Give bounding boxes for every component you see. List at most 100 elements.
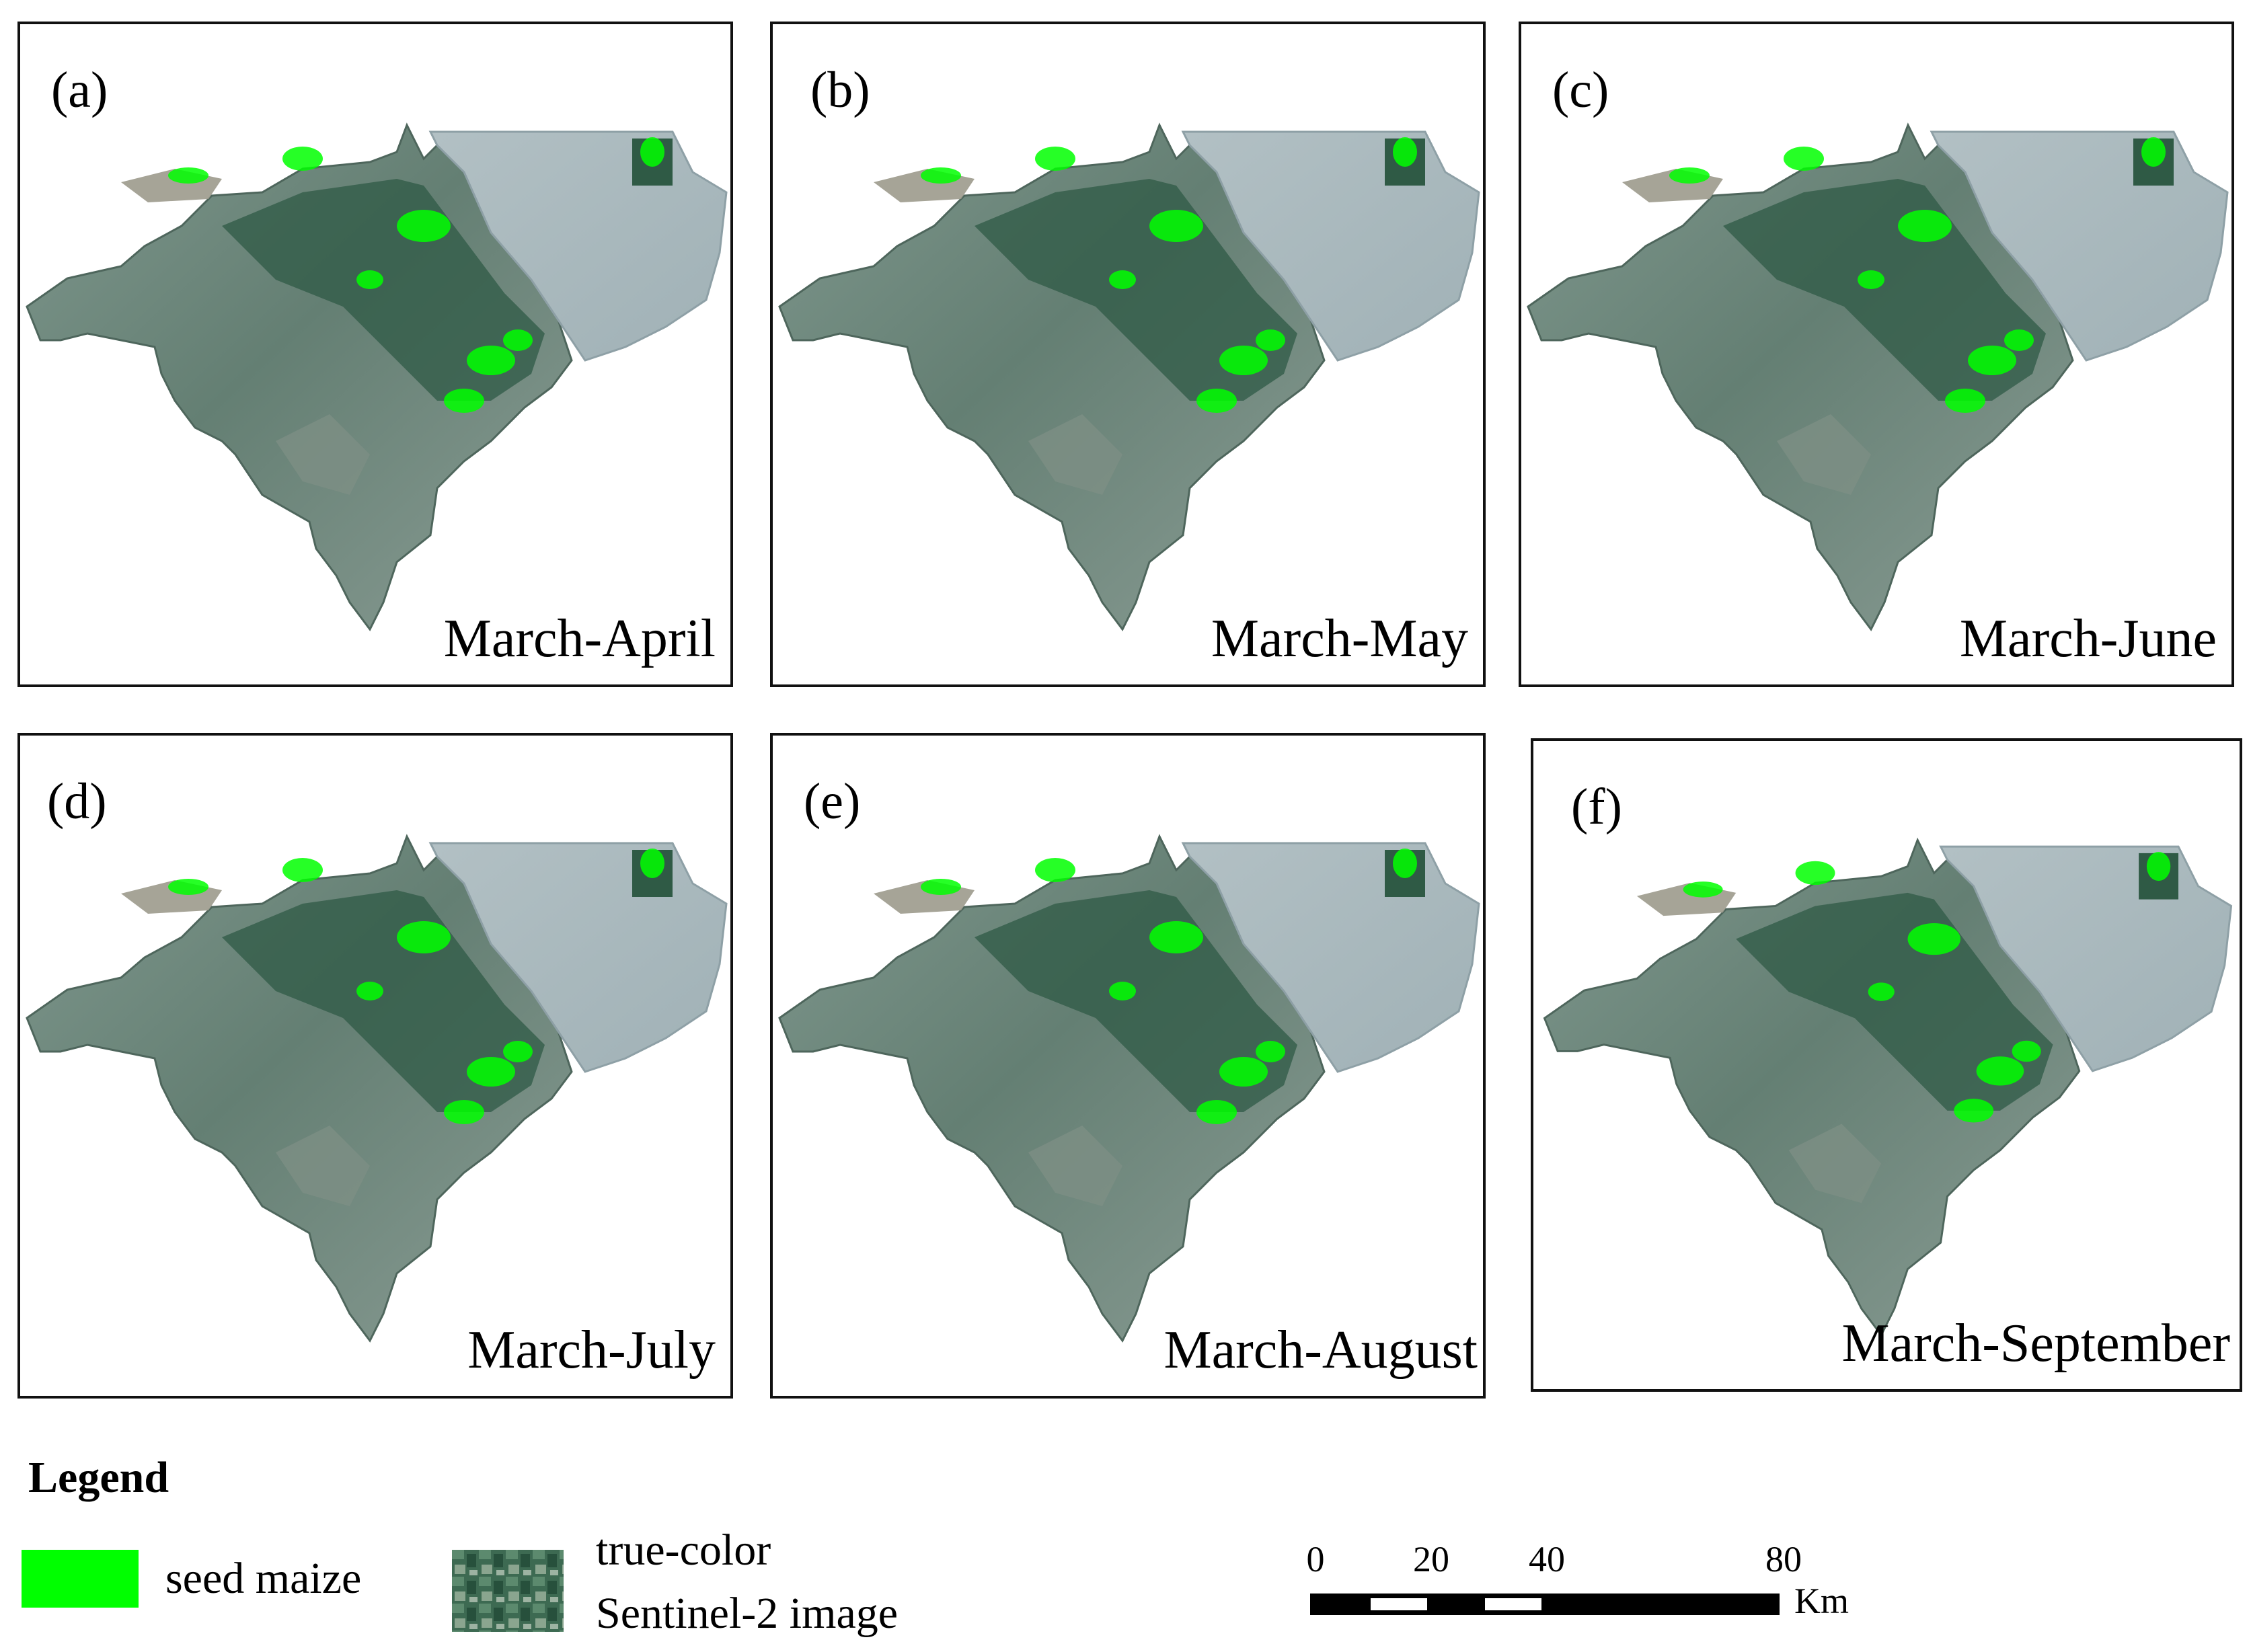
seed-maize-patch	[1035, 858, 1075, 882]
panel-label: (c)	[1552, 62, 1609, 118]
seed-maize-patch	[2012, 1040, 2041, 1062]
seed-maize-patch	[397, 210, 451, 242]
seed-maize-patch	[444, 389, 484, 413]
map-panel-d: (d) March-July	[17, 733, 733, 1399]
seed-maize-patch	[1256, 329, 1285, 351]
mountain-slope	[276, 1126, 370, 1206]
study-area-map	[1527, 122, 2229, 631]
mountain-slope	[1788, 1124, 1882, 1204]
seed-maize-patch	[1393, 137, 1417, 167]
seed-maize-label: seed maize	[165, 1554, 362, 1603]
seed-maize-patch	[1035, 147, 1075, 171]
period-label: March-June	[1959, 609, 2217, 668]
panel-label: (f)	[1571, 779, 1622, 835]
sentinel-image-label: Sentinel-2 image	[596, 1589, 899, 1638]
scale-bar	[1310, 1594, 1780, 1615]
scale-tick-0: 0	[1306, 1539, 1325, 1579]
cultivated-oasis	[222, 890, 545, 1112]
lake	[428, 130, 728, 362]
seed-maize-patch	[1858, 270, 1884, 289]
seed-maize-patch	[1868, 982, 1895, 1001]
seed-maize-patch	[1219, 1057, 1268, 1087]
seed-maize-patch	[168, 167, 208, 184]
study-area-map	[1543, 837, 2233, 1337]
period-label: March-July	[467, 1321, 716, 1380]
seed-maize-patch	[1795, 861, 1835, 886]
lake	[1181, 842, 1480, 1073]
panel-label: (d)	[47, 773, 107, 830]
study-area-map	[778, 122, 1480, 631]
lake	[1930, 130, 2229, 362]
seed-maize-patch	[1256, 1041, 1285, 1062]
seed-maize-patch	[640, 849, 664, 878]
seed-maize-patch	[1393, 849, 1417, 878]
mountain-slope	[1777, 414, 1871, 495]
cultivated-oasis	[1736, 892, 2053, 1111]
seed-maize-patch	[1149, 921, 1203, 953]
seed-maize-patch	[1196, 1100, 1237, 1124]
seed-maize-patch	[921, 167, 961, 184]
seed-maize-patch	[1683, 881, 1723, 898]
scale-tick-20: 20	[1413, 1539, 1449, 1579]
map-panel-c: (c) March-June	[1519, 22, 2234, 687]
study-area-map	[26, 122, 728, 631]
lake	[428, 842, 728, 1073]
legend-title: Legend	[28, 1453, 169, 1502]
seed-maize-swatch	[22, 1550, 139, 1608]
seed-maize-patch	[2141, 137, 2166, 167]
seed-maize-patch	[467, 1057, 515, 1087]
scale-tick-40: 40	[1529, 1539, 1565, 1579]
panel-label: (a)	[51, 62, 108, 118]
seed-maize-patch	[282, 858, 323, 882]
seed-maize-patch	[1907, 922, 1961, 955]
seed-maize-patch	[1976, 1056, 2024, 1086]
lake	[1939, 845, 2233, 1072]
seed-maize-patch	[1219, 346, 1268, 375]
seed-maize-patch	[444, 1100, 484, 1124]
seed-maize-patch	[1109, 982, 1136, 1000]
panel-label: (b)	[810, 62, 870, 118]
lake	[1181, 130, 1480, 362]
seed-maize-patch	[1196, 389, 1237, 413]
true-color-swatch	[452, 1550, 564, 1632]
period-label: March-August	[1163, 1321, 1478, 1380]
study-area-map	[26, 834, 728, 1343]
seed-maize-patch	[921, 879, 961, 895]
scale-tick-80: 80	[1765, 1539, 1802, 1579]
seed-maize-patch	[1109, 270, 1136, 289]
seed-maize-patch	[356, 982, 383, 1000]
seed-maize-patch	[467, 346, 515, 375]
seed-maize-patch	[503, 1041, 533, 1062]
mountain-slope	[1028, 1126, 1122, 1206]
cultivated-oasis	[975, 179, 1297, 401]
scale-unit: Km	[1794, 1581, 1849, 1621]
true-color-label: true-color	[596, 1526, 771, 1575]
seed-maize-patch	[1784, 147, 1824, 171]
mountain-slope	[1028, 414, 1122, 495]
seed-maize-patch	[1669, 167, 1710, 184]
cultivated-oasis	[975, 890, 1297, 1112]
seed-maize-patch	[503, 329, 533, 351]
seed-maize-patch	[168, 879, 208, 895]
cultivated-oasis	[1723, 179, 2046, 401]
map-panel-b: (b) March-May	[770, 22, 1486, 687]
seed-maize-patch	[2004, 329, 2034, 351]
study-area-map	[778, 834, 1480, 1343]
period-label: March-May	[1211, 609, 1468, 668]
seed-maize-patch	[397, 921, 451, 953]
map-panel-a: (a) March-April	[17, 22, 733, 687]
cultivated-oasis	[222, 179, 545, 401]
period-label: March-September	[1841, 1314, 2230, 1373]
seed-maize-patch	[1968, 346, 2016, 375]
seed-maize-patch	[1898, 210, 1952, 242]
mountain-slope	[276, 414, 370, 495]
seed-maize-patch	[282, 147, 323, 171]
period-label: March-April	[443, 609, 716, 668]
seed-maize-patch	[356, 270, 383, 289]
seed-maize-patch	[1954, 1099, 1994, 1123]
seed-maize-patch	[1149, 210, 1203, 242]
seed-maize-patch	[1945, 389, 1985, 413]
map-panel-e: (e) March-August	[770, 733, 1486, 1399]
seed-maize-patch	[2146, 851, 2171, 881]
panel-label: (e)	[804, 773, 861, 830]
